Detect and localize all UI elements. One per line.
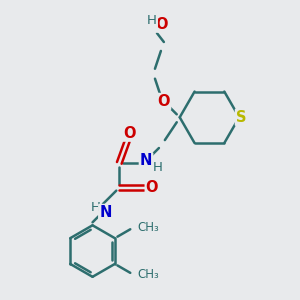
Text: O: O [156, 17, 168, 32]
Text: O: O [123, 126, 135, 141]
Text: CH₃: CH₃ [138, 221, 159, 234]
Text: H: H [153, 161, 163, 174]
Text: N: N [140, 153, 152, 168]
Text: CH₃: CH₃ [138, 268, 159, 281]
Text: H: H [91, 201, 100, 214]
Text: H: H [147, 14, 157, 27]
Text: N: N [99, 205, 112, 220]
Text: O: O [158, 94, 170, 109]
Text: S: S [236, 110, 246, 125]
Text: O: O [146, 180, 158, 195]
